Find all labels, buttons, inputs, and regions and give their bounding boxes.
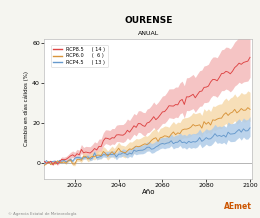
Text: ANUAL: ANUAL [138,31,159,36]
Y-axis label: Cambio en días cálidos (%): Cambio en días cálidos (%) [24,72,29,146]
X-axis label: Año: Año [141,189,155,195]
Text: AEmet: AEmet [224,203,252,211]
Text: © Agencia Estatal de Meteorología: © Agencia Estatal de Meteorología [8,212,76,216]
Legend: RCP8.5     ( 14 ), RCP6.0     (  6 ), RCP4.5     ( 13 ): RCP8.5 ( 14 ), RCP6.0 ( 6 ), RCP4.5 ( 13… [51,44,108,67]
Text: OURENSE: OURENSE [124,16,172,25]
